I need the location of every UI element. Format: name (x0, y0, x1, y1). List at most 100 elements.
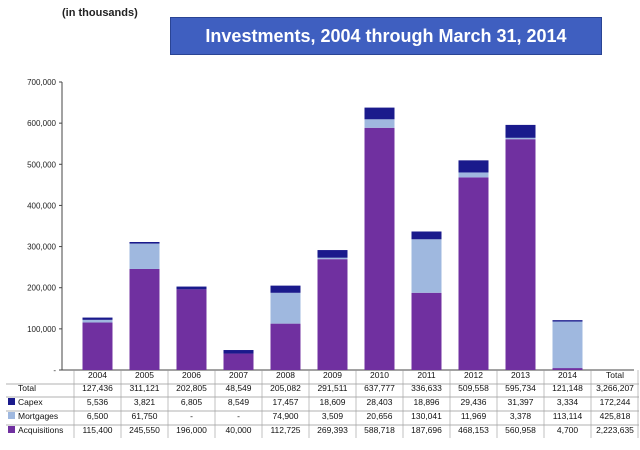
x-tick-label: 2011 (417, 370, 436, 380)
data-label-acquisitions: 588,718 (364, 425, 395, 435)
bar-capex-2007 (223, 350, 254, 354)
bar-acquisitions-2013 (505, 139, 536, 370)
bar-capex-2010 (364, 107, 395, 120)
total-cell: 121,148 (552, 383, 583, 393)
total-cell: 205,082 (270, 383, 301, 393)
data-label-capex: 5,536 (87, 397, 109, 407)
bar-acquisitions-2012 (458, 177, 489, 370)
data-label-capex: 17,457 (273, 397, 299, 407)
data-label-mortgages: - (237, 411, 240, 421)
total-column-header: Total (606, 370, 624, 380)
data-label-mortgages: 130,041 (411, 411, 442, 421)
data-label-acquisitions: 269,393 (317, 425, 348, 435)
bar-capex-2005 (129, 241, 160, 244)
data-label-mortgages: 61,750 (132, 411, 158, 421)
x-tick-label: 2008 (276, 370, 295, 380)
total-cell: 311,121 (129, 383, 159, 393)
data-label-capex: 18,609 (320, 397, 346, 407)
bar-mortgages-2010 (364, 119, 395, 128)
bar-mortgages-2011 (411, 239, 442, 293)
y-tick-label: 100,000 (27, 325, 56, 334)
data-label-mortgages: 20,656 (367, 411, 393, 421)
legend-swatch-acquisitions (8, 426, 15, 433)
y-tick-label: 300,000 (27, 243, 56, 252)
data-label-mortgages: 6,500 (87, 411, 109, 421)
data-label-capex: 3,821 (134, 397, 156, 407)
bar-capex-2009 (317, 250, 348, 258)
legend-swatch-capex (8, 398, 15, 405)
x-tick-label: 2005 (135, 370, 154, 380)
data-label-mortgages: 3,509 (322, 411, 344, 421)
y-tick-label: 600,000 (27, 119, 56, 128)
legend-label-capex: Capex (18, 397, 43, 407)
bar-capex-2012 (458, 160, 489, 173)
bar-capex-2006 (176, 286, 207, 290)
bar-acquisitions-2009 (317, 259, 348, 370)
data-label-mortgages: 113,114 (553, 411, 583, 421)
data-label-capex: 18,896 (414, 397, 440, 407)
data-label-acquisitions: 115,400 (82, 425, 112, 435)
row-total-mortgages: 425,818 (600, 411, 631, 421)
bar-acquisitions-2010 (364, 127, 395, 370)
x-tick-label: 2010 (370, 370, 389, 380)
x-tick-label: 2004 (88, 370, 107, 380)
data-label-mortgages: 74,900 (273, 411, 299, 421)
data-label-capex: 3,334 (557, 397, 579, 407)
data-label-capex: 28,403 (367, 397, 393, 407)
bar-acquisitions-2014 (552, 368, 583, 370)
total-cell: 595,734 (505, 383, 536, 393)
bar-acquisitions-2006 (176, 289, 207, 370)
bar-capex-2004 (82, 317, 113, 320)
x-tick-label: 2013 (511, 370, 530, 380)
data-label-capex: 8,549 (228, 397, 250, 407)
x-tick-label: 2014 (558, 370, 577, 380)
x-tick-label: 2012 (464, 370, 483, 380)
legend-label-mortgages: Mortgages (18, 411, 58, 421)
data-label-capex: 29,436 (461, 397, 487, 407)
legend-swatch-mortgages (8, 412, 15, 419)
bar-acquisitions-2005 (129, 268, 160, 370)
x-tick-label: 2009 (323, 370, 342, 380)
unit-note: (in thousands) (62, 7, 138, 19)
bar-acquisitions-2004 (82, 322, 113, 370)
bar-acquisitions-2011 (411, 292, 442, 370)
data-label-acquisitions: 187,696 (411, 425, 442, 435)
total-cell: 48,549 (226, 383, 252, 393)
bar-capex-2014 (552, 320, 583, 322)
bar-mortgages-2012 (458, 172, 489, 178)
bar-mortgages-2004 (82, 319, 113, 323)
y-tick-label: 500,000 (27, 160, 56, 169)
bar-mortgages-2014 (552, 321, 583, 369)
data-label-capex: 6,805 (181, 397, 203, 407)
total-cell: 336,633 (411, 383, 442, 393)
data-label-acquisitions: 560,958 (505, 425, 536, 435)
data-label-acquisitions: 196,000 (176, 425, 207, 435)
total-cell: 202,805 (176, 383, 207, 393)
row-label-total: Total (18, 383, 36, 393)
data-label-mortgages: 11,969 (461, 411, 487, 421)
data-label-acquisitions: 112,725 (270, 425, 300, 435)
data-label-capex: 31,397 (508, 397, 534, 407)
total-cell: 637,777 (364, 383, 395, 393)
total-cell: 127,436 (82, 383, 113, 393)
data-label-acquisitions: 468,153 (458, 425, 489, 435)
x-tick-label: 2007 (229, 370, 248, 380)
chart-title: Investments, 2004 through March 31, 2014 (170, 17, 602, 55)
bar-mortgages-2005 (129, 243, 160, 269)
total-cell: 509,558 (458, 383, 489, 393)
data-label-mortgages: 3,378 (510, 411, 532, 421)
bar-capex-2011 (411, 231, 442, 240)
y-tick-label: 400,000 (27, 201, 56, 210)
bar-acquisitions-2007 (223, 353, 254, 370)
y-tick-label: - (53, 366, 56, 375)
x-tick-label: 2006 (182, 370, 201, 380)
bar-capex-2008 (270, 285, 301, 293)
bar-acquisitions-2008 (270, 323, 301, 370)
y-tick-label: 700,000 (27, 78, 56, 87)
data-label-acquisitions: 245,550 (129, 425, 160, 435)
data-label-acquisitions: 40,000 (226, 425, 252, 435)
data-label-acquisitions: 4,700 (557, 425, 579, 435)
row-total-capex: 172,244 (600, 397, 631, 407)
y-tick-label: 200,000 (27, 284, 56, 293)
